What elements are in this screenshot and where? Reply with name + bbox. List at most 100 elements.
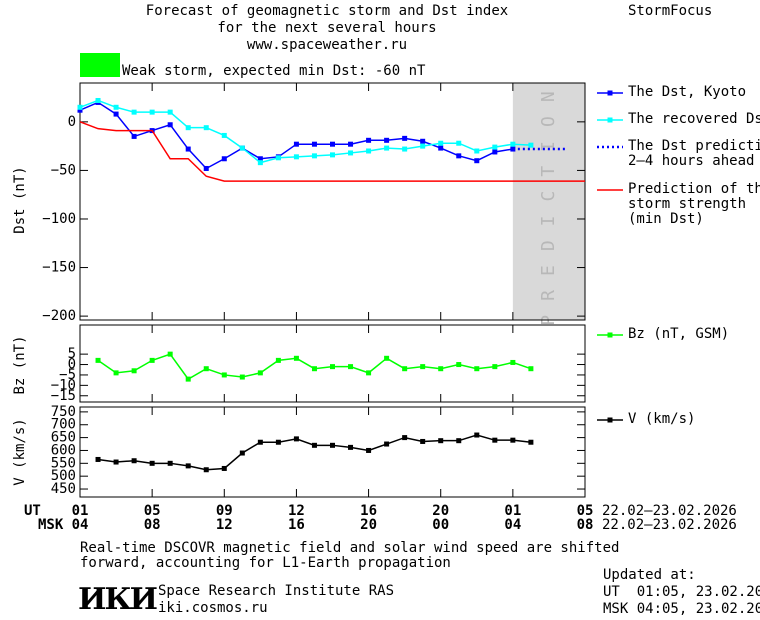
series-line <box>79 99 531 164</box>
data-point <box>185 125 191 131</box>
y-tick-label: −150 <box>42 260 76 276</box>
data-point <box>221 465 227 471</box>
data-point <box>492 144 498 150</box>
data-point <box>311 141 317 147</box>
data-point <box>239 145 245 151</box>
data-point <box>384 145 390 151</box>
legend-label: Prediction of the storm strength (min Ds… <box>628 181 760 227</box>
y-tick-label: −15 <box>51 388 76 404</box>
site: iki.cosmos.ru <box>158 600 268 616</box>
data-point <box>131 133 137 139</box>
data-point <box>203 125 209 131</box>
x2-tick-label: 00 <box>432 517 449 533</box>
data-point <box>348 141 354 147</box>
data-point <box>167 460 173 466</box>
y-axis-label: Bz (nT) <box>12 335 28 394</box>
data-point <box>330 152 335 158</box>
data-point <box>275 155 281 161</box>
data-point <box>510 359 516 365</box>
annotation: Weak storm, expected min Dst: -60 nT <box>122 63 426 79</box>
data-point <box>167 351 173 357</box>
data-point <box>95 456 101 462</box>
data-point <box>474 158 480 164</box>
data-point <box>402 135 408 141</box>
prediction-label: PREDICTION <box>538 77 559 325</box>
data-point <box>77 107 83 113</box>
x2-tick-label: 08 <box>144 517 161 533</box>
data-point <box>456 153 462 159</box>
data-point <box>221 156 227 162</box>
data-point <box>239 450 245 456</box>
y-tick-label: −200 <box>42 308 76 324</box>
data-point <box>402 146 408 152</box>
x-tick-label: 05 <box>144 503 161 519</box>
data-point <box>402 366 408 372</box>
data-point <box>348 150 354 156</box>
legend-marker <box>607 90 613 96</box>
data-point <box>474 148 480 154</box>
data-point <box>330 364 335 370</box>
x-tick-label: 05 <box>577 503 594 519</box>
subtitle: for the next several hours <box>217 20 437 36</box>
data-point <box>311 153 317 159</box>
x2-tick-label: 08 <box>577 517 594 533</box>
y-tick-label: −5 <box>59 367 76 383</box>
data-point <box>330 442 335 448</box>
y-tick-label: 0 <box>68 114 76 130</box>
legend-label: The recovered Dst <box>628 111 760 127</box>
series-line <box>97 434 531 471</box>
data-point <box>438 140 444 146</box>
data-point <box>492 149 498 155</box>
data-point <box>95 97 101 103</box>
data-point <box>366 148 372 154</box>
legend-marker <box>607 417 613 423</box>
x-axis-label: UT <box>24 503 41 519</box>
y-tick-label: 450 <box>51 481 76 497</box>
data-point <box>311 442 317 448</box>
y-tick-label: 500 <box>51 468 76 484</box>
data-point <box>293 141 299 147</box>
data-point <box>366 137 372 143</box>
data-point <box>438 366 444 372</box>
series-line <box>79 121 585 182</box>
data-point <box>221 132 227 138</box>
data-point <box>149 460 155 466</box>
data-point <box>185 146 191 152</box>
data-point <box>420 138 426 144</box>
data-point <box>384 137 390 143</box>
data-point <box>528 439 534 445</box>
legend-label: V (km/s) <box>628 411 696 427</box>
data-point <box>185 463 191 469</box>
data-point <box>293 154 299 160</box>
updated-title: Updated at: <box>603 567 696 583</box>
legend-label: The Dst, Kyoto <box>628 84 747 100</box>
data-point <box>510 141 516 147</box>
data-point <box>384 355 390 361</box>
data-point <box>239 374 245 380</box>
y-tick-label: −50 <box>51 162 76 178</box>
date-range: 22.02–23.02.2026 <box>602 517 737 533</box>
data-point <box>528 142 534 148</box>
data-point <box>438 145 444 151</box>
data-point <box>420 364 426 370</box>
data-point <box>348 444 354 450</box>
x2-tick-label: 04 <box>72 517 89 533</box>
x-tick-label: 12 <box>288 503 305 519</box>
data-point <box>203 165 209 171</box>
y-axis-label: Dst (nT) <box>12 166 28 233</box>
x-tick-label: 01 <box>72 503 89 519</box>
logo: ИКИ <box>78 582 158 617</box>
data-point <box>293 355 299 361</box>
legend-marker <box>607 117 613 123</box>
data-point <box>293 436 299 442</box>
updated-ut: UT 01:05, 23.02.2026 <box>603 584 760 600</box>
plot-frame <box>79 324 586 403</box>
data-point <box>366 447 372 453</box>
data-point <box>167 109 173 115</box>
x-tick-label: 16 <box>360 503 377 519</box>
data-point <box>366 370 372 376</box>
data-point <box>275 439 281 445</box>
data-point <box>456 140 462 146</box>
data-point <box>203 467 209 473</box>
